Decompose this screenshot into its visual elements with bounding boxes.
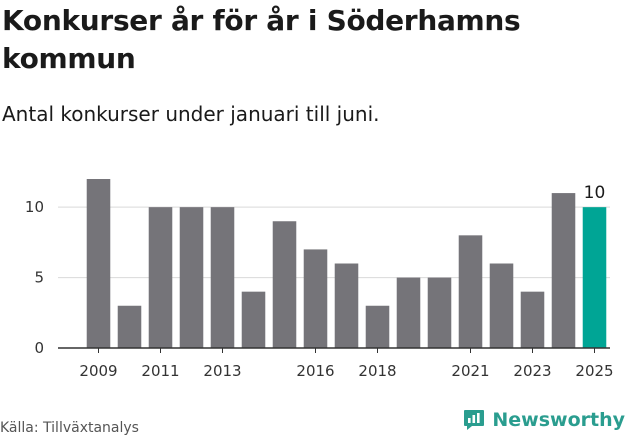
bar [334, 263, 359, 348]
bar [303, 249, 328, 348]
bar [179, 207, 204, 348]
x-tick-label: 2018 [358, 362, 396, 380]
bar [365, 305, 390, 348]
y-tick-label: 10 [25, 198, 44, 216]
bar [210, 207, 235, 348]
bar [241, 291, 266, 348]
x-tick-label: 2009 [79, 362, 117, 380]
brand-name: Newsworthy [492, 409, 625, 431]
x-tick-label: 2011 [141, 362, 179, 380]
bar [458, 235, 483, 348]
brand-logo: Newsworthy [462, 408, 625, 432]
bar [117, 305, 142, 348]
bar [427, 277, 452, 348]
bar-chart: 0 5 10 2009 2011 2013 2016 2018 2021 2023 2025 10 [25, 179, 614, 380]
bar [551, 193, 576, 348]
bar [582, 207, 607, 348]
bar [396, 277, 421, 348]
x-tick-label: 2013 [203, 362, 241, 380]
bar [86, 179, 111, 348]
y-tick-label: 5 [34, 269, 44, 287]
bar [520, 291, 545, 348]
chart-title: Konkurser år för år i Söderhamns kommun [2, 4, 521, 75]
y-tick-label: 0 [34, 339, 44, 357]
source-note: Källa: Tillväxtanalys [0, 420, 139, 436]
x-tick-label: 2016 [296, 362, 334, 380]
x-tick-label: 2023 [513, 362, 551, 380]
data-label: 10 [584, 183, 606, 203]
x-tick-label: 2025 [575, 362, 613, 380]
chart-subtitle: Antal konkurser under januari till juni. [2, 102, 380, 126]
bar [148, 207, 173, 348]
newsworthy-logo-icon [464, 410, 485, 430]
x-tick-label: 2021 [451, 362, 489, 380]
bar [272, 221, 297, 348]
bar [489, 263, 514, 348]
